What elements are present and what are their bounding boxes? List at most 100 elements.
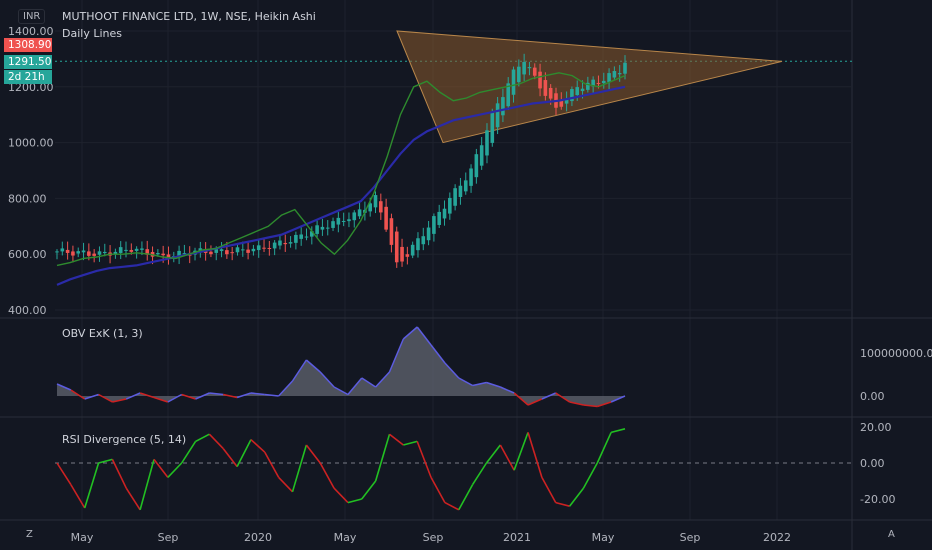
obv-segment <box>375 371 391 388</box>
rsi-segment <box>153 458 169 478</box>
candle-body <box>102 251 107 254</box>
candle-body <box>580 88 585 92</box>
candle-body <box>405 254 410 257</box>
rsi-label: RSI Divergence (5, 14) <box>62 433 187 446</box>
rsi-segment <box>527 432 543 478</box>
candle-body <box>92 253 96 256</box>
rsi-segment <box>111 459 127 489</box>
candle-body <box>570 89 574 102</box>
ema-slow-line <box>56 85 626 286</box>
candle-body <box>283 243 288 245</box>
candle-body <box>256 245 261 251</box>
rsi-segment <box>361 480 377 500</box>
countdown-tag: 2d 21h <box>4 70 52 84</box>
auto-scale-button[interactable]: A <box>888 529 895 540</box>
rsi-segment <box>56 462 72 486</box>
candle-body <box>506 83 511 107</box>
rsi-segment <box>513 432 529 471</box>
candle-body <box>288 242 293 244</box>
price-tag-last: 1291.50 <box>4 55 52 69</box>
candle-body <box>240 249 245 251</box>
x-tick-label: 2020 <box>244 531 272 544</box>
candle-body <box>166 254 171 260</box>
candle-body <box>532 67 537 76</box>
candle-body <box>601 80 606 84</box>
candle-body <box>522 62 526 75</box>
candle-body <box>320 226 325 230</box>
rsi-segment <box>125 487 141 511</box>
obv-segment <box>153 396 169 403</box>
candle-body <box>71 251 75 256</box>
obv-segment <box>513 392 529 406</box>
x-tick-label: May <box>592 531 615 544</box>
y-tick-label: 800.00 <box>8 192 47 205</box>
candle-body <box>575 87 580 96</box>
obv-segment <box>264 393 279 397</box>
candle-body <box>214 249 219 253</box>
candle-body <box>416 238 420 251</box>
candle-body <box>607 73 611 82</box>
zoom-button[interactable]: Z <box>26 529 33 540</box>
y-tick-label: 400.00 <box>8 304 47 317</box>
x-tick-label: Sep <box>680 531 701 544</box>
obv-segment <box>70 389 86 400</box>
candle-body <box>97 251 102 255</box>
candle-body <box>246 249 250 253</box>
candle-body <box>469 168 473 186</box>
candle-body <box>384 206 388 230</box>
rsi-segment <box>181 440 197 464</box>
rsi-segment <box>278 476 294 493</box>
candle-body <box>548 87 553 99</box>
obv-segment <box>486 381 501 388</box>
y-tick-label: 1000.00 <box>8 137 54 150</box>
obv-segment <box>458 377 473 387</box>
candle-body <box>432 216 436 234</box>
obv-segment <box>319 371 335 388</box>
candle-body <box>379 201 383 213</box>
rsi-segment <box>83 462 100 509</box>
candle-body <box>81 250 86 253</box>
candle-body <box>538 71 542 89</box>
obv-segment <box>167 393 183 403</box>
rsi-segment <box>541 477 557 503</box>
obv-segment <box>416 326 432 346</box>
candle-body <box>448 197 452 214</box>
candle-body <box>352 212 357 221</box>
y-tick-label: 600.00 <box>8 248 47 261</box>
candle-body <box>118 247 123 253</box>
x-tick-label: May <box>71 531 94 544</box>
candle-body <box>55 251 59 253</box>
rsi-segment <box>208 433 224 450</box>
rsi-segment <box>319 462 335 489</box>
candle-body <box>294 234 298 243</box>
candle-body <box>394 231 399 263</box>
candle-body <box>421 236 426 245</box>
candle-body <box>156 253 160 255</box>
rsi-segment <box>582 462 598 489</box>
obv-segment <box>347 377 363 395</box>
rsi-segment <box>444 501 460 511</box>
y-tick-label: 1400.00 <box>8 25 54 38</box>
candle-body <box>272 242 277 249</box>
obv-segment <box>278 380 294 397</box>
rsi-segment <box>471 462 488 486</box>
chart-subtitle: Daily Lines <box>62 27 122 40</box>
obv-segment <box>236 392 252 399</box>
obv-segment <box>361 377 377 388</box>
rsi-tick-label: 0.00 <box>860 457 885 470</box>
candle-body <box>586 82 590 90</box>
obv-tick-label: 0.00 <box>860 390 885 403</box>
candle-body <box>124 249 128 251</box>
rsi-segment <box>485 444 501 464</box>
rsi-segment <box>388 433 404 446</box>
x-tick-label: Sep <box>158 531 179 544</box>
candle-body <box>389 218 394 245</box>
currency-label: INR <box>18 9 46 24</box>
candle-body <box>225 250 229 255</box>
candle-body <box>140 248 144 250</box>
candle-body <box>341 221 346 223</box>
rsi-segment <box>596 432 612 464</box>
candle-body <box>596 83 601 85</box>
